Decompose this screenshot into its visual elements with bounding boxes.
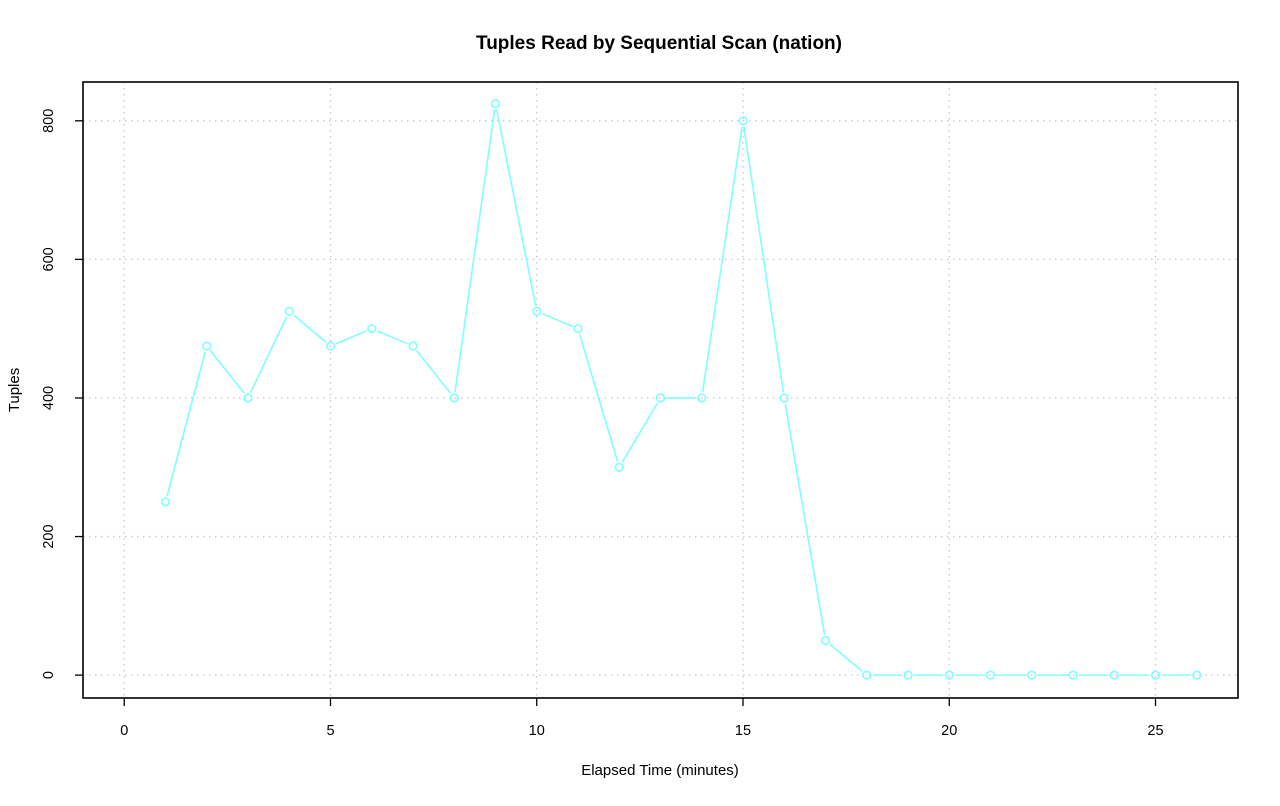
data-point xyxy=(1109,670,1119,680)
data-point xyxy=(738,116,748,126)
data-point xyxy=(820,635,831,646)
plot-frame xyxy=(82,81,1239,699)
series-layer xyxy=(160,98,1202,680)
series-segment xyxy=(743,126,785,393)
grid-lines xyxy=(83,82,1238,698)
series-segment xyxy=(209,350,245,394)
series-segment xyxy=(541,312,573,328)
y-axis-label: Tuples xyxy=(6,368,23,412)
series-segment xyxy=(376,330,408,345)
series-segment xyxy=(249,316,288,393)
data-point xyxy=(490,98,501,109)
data-point xyxy=(367,324,377,334)
y-tick-label: 200 xyxy=(41,524,57,548)
series-segment xyxy=(701,126,743,393)
data-point xyxy=(160,497,171,507)
data-point xyxy=(202,341,212,351)
series-segment xyxy=(578,334,619,462)
data-point xyxy=(243,393,253,403)
data-point xyxy=(1027,670,1037,680)
data-point xyxy=(408,341,418,351)
series-segment xyxy=(621,402,659,463)
series-segment xyxy=(166,351,206,497)
series-segment xyxy=(335,330,367,345)
data-point xyxy=(1192,670,1202,680)
x-tick-label: 5 xyxy=(326,723,334,739)
x-tick-label: 0 xyxy=(120,723,128,739)
data-point xyxy=(325,341,336,351)
data-point xyxy=(1150,670,1161,680)
y-tick-label: 0 xyxy=(41,671,57,679)
series-segment xyxy=(495,109,537,306)
series-segment xyxy=(416,350,452,394)
x-tick-label: 15 xyxy=(735,723,751,739)
data-point xyxy=(779,393,789,403)
y-tick-label: 400 xyxy=(41,386,57,410)
y-tick-label: 800 xyxy=(41,109,57,133)
data-point xyxy=(944,670,954,680)
data-point xyxy=(449,393,459,403)
x-tick-label: 20 xyxy=(941,723,957,739)
data-point xyxy=(903,670,913,680)
x-axis: 0 5 10 15 20 25 xyxy=(120,698,1164,739)
data-series xyxy=(160,98,1202,680)
data-point xyxy=(284,306,294,316)
data-point xyxy=(697,393,707,403)
series-segment xyxy=(293,314,327,343)
data-point xyxy=(1068,670,1078,680)
series-segment xyxy=(454,109,496,393)
series-segment xyxy=(829,643,863,672)
data-point xyxy=(573,324,583,334)
chart-title: Tuples Read by Sequential Scan (nation) xyxy=(476,33,842,54)
data-point xyxy=(614,462,624,472)
data-point xyxy=(655,393,666,403)
y-axis: 0 200 400 600 800 xyxy=(41,109,83,679)
x-axis-label: Elapsed Time (minutes) xyxy=(581,762,739,779)
data-point xyxy=(862,670,872,680)
x-tick-label: 10 xyxy=(529,723,545,739)
data-point xyxy=(532,306,542,316)
y-tick-label: 600 xyxy=(41,247,57,271)
x-tick-label: 25 xyxy=(1147,723,1163,739)
data-point xyxy=(985,670,996,680)
series-segment xyxy=(784,403,826,635)
